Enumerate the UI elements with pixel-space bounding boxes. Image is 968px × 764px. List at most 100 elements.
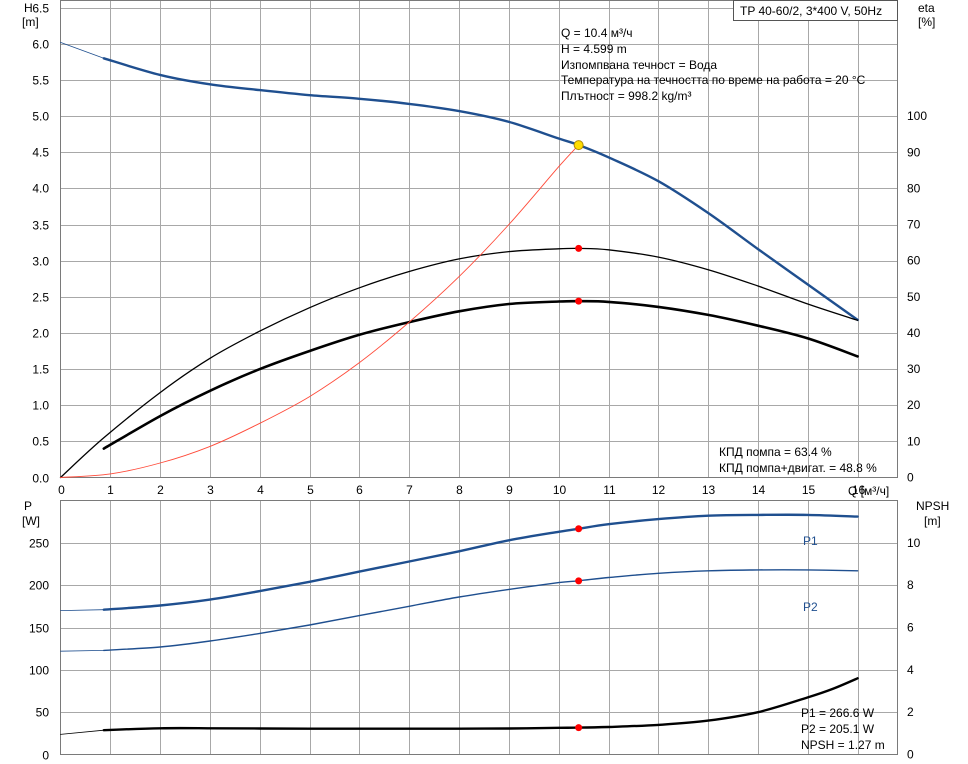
head-tick-label: 5.5 [32, 74, 49, 88]
x-tick-label: 12 [652, 483, 666, 497]
x-tick-label: 16 [852, 483, 866, 497]
duty-marker [575, 724, 583, 732]
x-tick-label: 11 [603, 483, 616, 497]
head-tick-label: 5.0 [32, 110, 49, 124]
x-tick-label: 10 [553, 483, 567, 497]
info-line-pump-efficiency: КПД помпа = 63.4 % [719, 445, 832, 459]
series-label-p1: P1 [803, 534, 818, 548]
head-tick-label: 4.0 [32, 182, 49, 196]
x-tick-label: 7 [406, 483, 413, 497]
series-line-p1 [102, 513, 859, 611]
head-tick-label: 0.0 [32, 472, 49, 486]
efficiency-tick-label: 80 [907, 181, 921, 195]
npsh-tick-label: 6 [907, 621, 914, 635]
efficiency-tick-label: 20 [907, 398, 921, 412]
power-tick-label: 0 [42, 749, 49, 763]
upper-plot-frame [60, 0, 898, 478]
grid [60, 0, 898, 755]
x-tick-label: 0 [58, 483, 65, 497]
title-box [733, 0, 898, 21]
duty-marker [575, 297, 583, 305]
x-tick-label: 15 [802, 483, 816, 497]
efficiency-info-block: КПД помпа = 63.4 % КПД помпа+двигат. = 4… [719, 445, 877, 475]
series-line-p1-ext [60, 609, 105, 611]
series-line-h-ext [60, 42, 105, 59]
info-line-flow: Q = 10.4 м³/ч [561, 26, 633, 40]
lower-left-axis-unit: [W] [22, 514, 40, 528]
upper-right-axis-name: eta [918, 1, 935, 15]
series-lines [59, 42, 859, 735]
duty-marker [575, 244, 583, 252]
head-tick-label: 6.0 [32, 38, 49, 52]
chart-title: TP 40-60/2, 3*400 V, 50Hz [740, 4, 882, 18]
series-line-h [102, 57, 859, 322]
head-tick-label: 2.5 [32, 291, 49, 305]
series-line-p2 [103, 569, 859, 652]
lower-right-axis-unit: [m] [924, 514, 941, 528]
power-tick-label: 250 [29, 537, 49, 551]
lower-left-axis-name: P [24, 499, 32, 513]
lower-info-block: P1 = 266.6 W P2 = 205.1 W NPSH = 1.27 m [801, 706, 885, 752]
info-line-npsh: NPSH = 1.27 m [801, 738, 885, 752]
npsh-tick-label: 2 [907, 705, 914, 719]
efficiency-tick-label: 40 [907, 326, 921, 340]
x-tick-label: 14 [752, 483, 766, 497]
efficiency-tick-label: 90 [907, 145, 921, 159]
power-tick-label: 100 [29, 664, 49, 678]
series-label-p2: P2 [803, 600, 818, 614]
power-tick-label: 200 [29, 579, 49, 593]
x-tick-label: 6 [356, 483, 363, 497]
series-line-npsh [102, 677, 859, 732]
x-tick-label: 5 [307, 483, 314, 497]
head-tick-label: 3.0 [32, 255, 49, 269]
upper-right-axis-unit: [%] [918, 15, 935, 29]
info-line-temperature: Температура на течността по време на раб… [561, 73, 866, 87]
head-tick-label: 1.5 [32, 363, 49, 377]
upper-left-axis-unit: [m] [22, 15, 39, 29]
efficiency-tick-label: 50 [907, 290, 921, 304]
series-line-system-curve [60, 144, 580, 478]
power-tick-label: 50 [36, 706, 50, 720]
x-tick-label: 3 [207, 483, 214, 497]
x-tick-label: 1 [107, 483, 114, 497]
npsh-tick-label: 4 [907, 663, 914, 677]
x-tick-label: 13 [702, 483, 716, 497]
head-tick-label: 4.5 [32, 146, 49, 160]
x-tick-label: 9 [506, 483, 513, 497]
efficiency-tick-label: 30 [907, 362, 921, 376]
head-tick-label: 0.5 [32, 435, 49, 449]
head-tick-label: 3.5 [32, 219, 49, 233]
duty-marker [575, 525, 583, 533]
head-tick-label: 2.0 [32, 327, 49, 341]
x-tick-label: 2 [157, 483, 164, 497]
operating-point-marker [573, 140, 584, 151]
upper-left-axis-name: H [24, 1, 33, 15]
info-line-fluid: Изпомпвана течност = Вода [561, 58, 717, 72]
lower-plot-frame [60, 500, 898, 755]
efficiency-tick-label: 60 [907, 254, 921, 268]
upper-info-block: Q = 10.4 м³/ч H = 4.599 m Изпомпвана теч… [561, 26, 866, 103]
efficiency-tick-label: 70 [907, 218, 921, 232]
info-line-density: Плътност = 998.2 kg/m³ [561, 89, 691, 103]
npsh-tick-label: 10 [907, 536, 921, 550]
info-line-p2: P2 = 205.1 W [801, 722, 875, 736]
duty-marker [575, 577, 583, 585]
lower-right-axis-name: NPSH [916, 499, 949, 513]
efficiency-tick-label: 10 [907, 434, 921, 448]
duty-point-markers [573, 140, 584, 732]
efficiency-tick-label: 0 [907, 471, 914, 485]
power-tick-label: 150 [29, 622, 49, 636]
info-line-p1: P1 = 266.6 W [801, 706, 875, 720]
series-line-npsh-ext [60, 729, 105, 735]
x-tick-label: 4 [257, 483, 264, 497]
npsh-tick-label: 8 [907, 578, 914, 592]
head-tick-label: 6.5 [32, 2, 49, 16]
series-line-eta-total [102, 299, 859, 450]
tick-labels: 0 1 2 3 4 5 6 7 8 9 10 11 12 13 14 15 160.00.51.01.52.02… [29, 2, 927, 763]
npsh-tick-label: 0 [907, 748, 914, 762]
head-tick-label: 1.0 [32, 399, 49, 413]
efficiency-tick-label: 100 [907, 109, 927, 123]
x-tick-label: 8 [456, 483, 463, 497]
info-line-total-efficiency: КПД помпа+двигат. = 48.8 % [719, 461, 877, 475]
